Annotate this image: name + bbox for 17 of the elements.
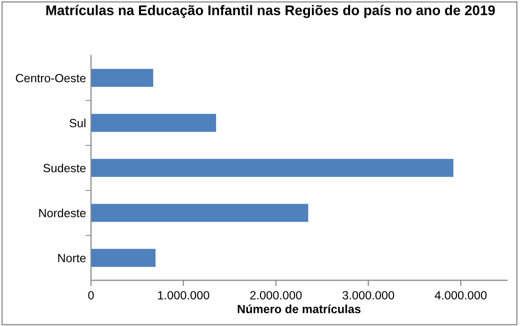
x-tick-label: 0 [88, 291, 94, 300]
y-tick-label: Centro-Oeste [16, 74, 86, 82]
y-tick-label: Sudeste [43, 164, 86, 172]
x-tick-label: 1.000.000 [158, 291, 210, 300]
bar [91, 204, 308, 222]
bar [91, 114, 216, 132]
y-tick-label: Nordeste [39, 208, 86, 218]
bar [91, 68, 154, 87]
x-axis-title: Número de matrículas [238, 304, 361, 314]
y-tick-label: Norte [58, 254, 86, 262]
x-tick-label: 2.000.000 [250, 291, 302, 300]
x-tick-label: 3.000.000 [342, 291, 394, 300]
x-tick-label: 4.000.000 [434, 291, 487, 300]
chart-title: Matrículas na Educação Infantil nas Regiões do país no ano de 2019 [46, 4, 495, 18]
bar [91, 158, 454, 177]
bar [91, 248, 156, 267]
y-tick-label: Sul [70, 118, 86, 128]
